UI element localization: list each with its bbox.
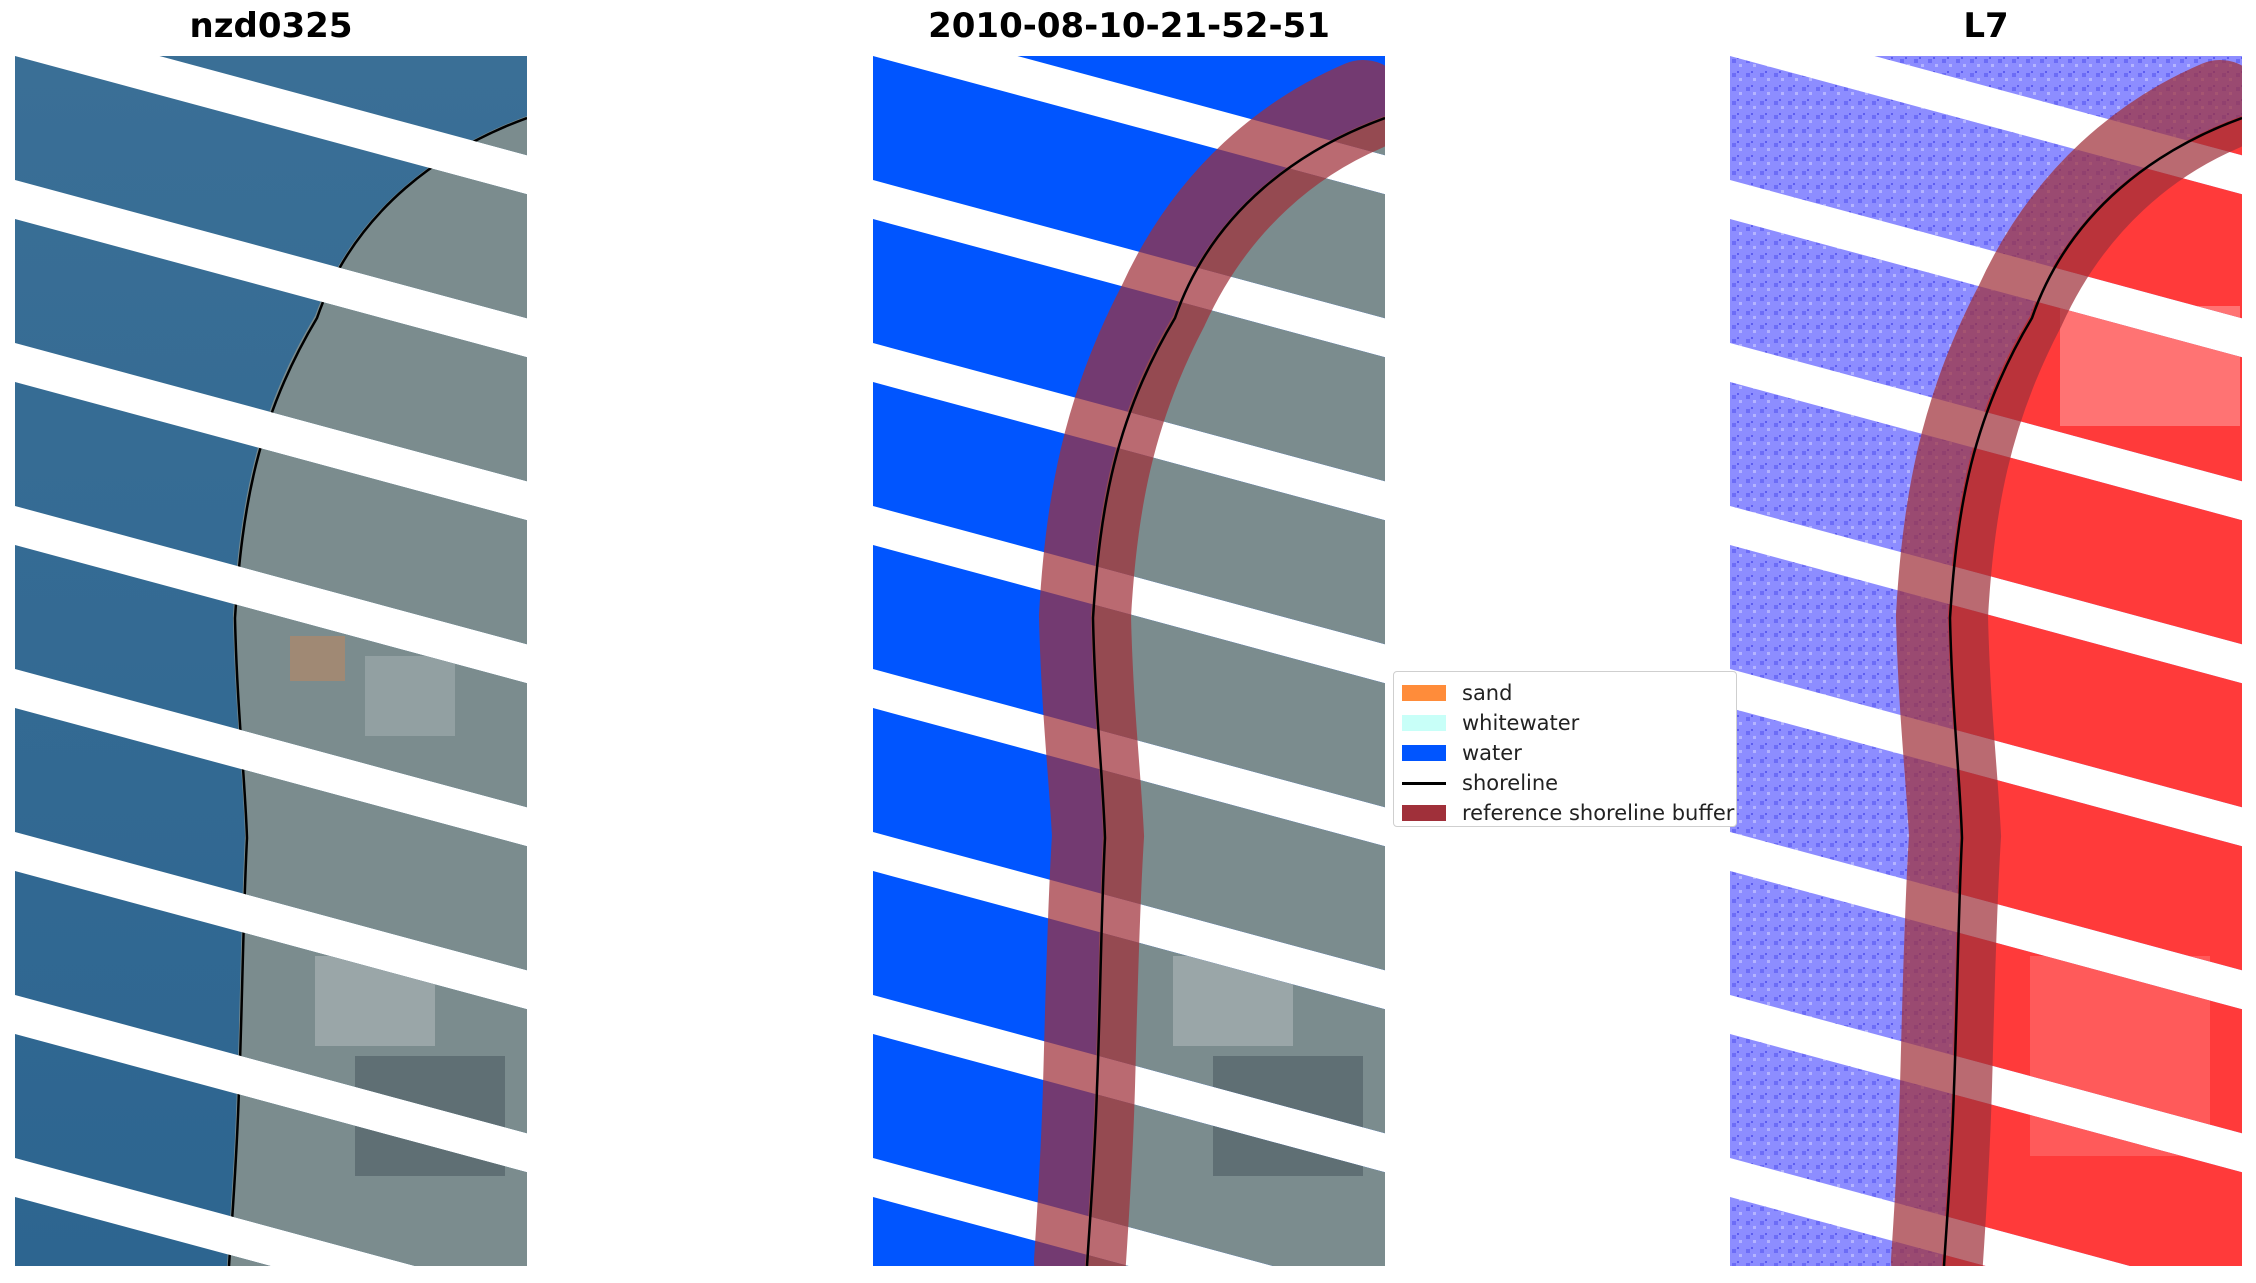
sand-swatch [1402,685,1446,701]
legend-label: whitewater [1462,711,1580,735]
legend-item-water: water [1402,738,1728,768]
panel-title-rgb: nzd0325 [189,6,353,46]
shoreline-swatch [1402,781,1446,785]
legend-item-shoreline: shoreline [1402,768,1728,798]
panel-title-index: L7 [1963,6,2009,46]
legend-label: reference shoreline buffer [1462,801,1735,825]
classified-image [873,56,1385,1266]
legend-label: water [1462,741,1522,765]
rgb-image-panel [15,56,527,1266]
index-image [1730,56,2242,1266]
legend-item-sand: sand [1402,678,1728,708]
legend: sand whitewater water shoreline referenc… [1393,671,1737,827]
reference-shoreline-buffer [1891,60,2242,1266]
rgb-image [15,56,527,1266]
water-swatch [1402,745,1446,761]
legend-label: sand [1462,681,1513,705]
panel-title-classified: 2010-08-10-21-52-51 [928,6,1330,46]
sand-pixel [881,1181,887,1187]
index-image-panel [1730,56,2242,1266]
reference-shoreline-buffer [1034,60,1385,1266]
shoreline [1085,116,1385,1266]
legend-item-whitewater: whitewater [1402,708,1728,738]
buffer-swatch [1402,805,1446,821]
shoreline [1942,116,2242,1266]
classified-image-panel [873,56,1385,1266]
whitewater-swatch [1402,715,1446,731]
legend-label: shoreline [1462,771,1559,795]
legend-item-buffer: reference shoreline buffer [1402,798,1734,828]
